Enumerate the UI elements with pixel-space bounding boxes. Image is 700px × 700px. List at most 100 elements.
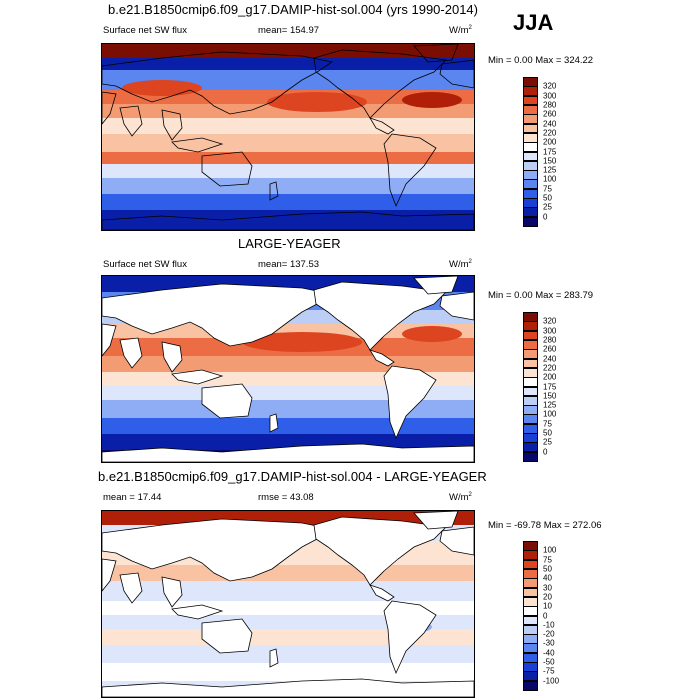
panel1-variable-label: Surface net SW flux [103, 25, 187, 36]
panel3-colorbar-label: -20 [543, 629, 555, 639]
panel2-colorbar-box [523, 377, 538, 387]
panel3-coastline-samerica [383, 600, 437, 675]
panel2-colorbar-box [523, 451, 538, 462]
panel3-colorbar-box [523, 634, 538, 644]
panel3-colorbar-label: -30 [543, 638, 555, 648]
panel2-coastline-africa [102, 323, 117, 357]
panel1-colorbar-box [523, 151, 538, 162]
panel3-title: b.e21.B1850cmip6.f09_g17.DAMIP-hist-sol.… [98, 469, 487, 484]
panel3-colorbar-box [523, 624, 538, 635]
panel2-map [101, 275, 475, 463]
panel3-coastline-eurasia [102, 518, 334, 582]
panel3-colorbar-box [523, 662, 538, 672]
panel1-colorbar-box [523, 179, 538, 190]
panel1-colorbar-label: 320 [543, 81, 557, 91]
panel1-colorbar-box [523, 132, 538, 143]
panel1-colorbar-label: 300 [543, 91, 557, 101]
panel1-colorbar-label: 75 [543, 184, 552, 194]
panel3-colorbar-label: 20 [543, 592, 552, 602]
panel2-coastline-samerica [383, 365, 437, 440]
panel3-colorbar-box [523, 652, 538, 663]
panel2-colorbar: 0 25 50 75 100 125 150 175 200 220 240 260 280 300 320 [523, 312, 583, 462]
panel1-coastline-australia [201, 151, 253, 187]
panel3-field-band [102, 663, 474, 681]
panel2-colorbar-label: 220 [543, 363, 557, 373]
panel2-colorbar-box [523, 414, 538, 425]
panel1-colorbar-label: 100 [543, 174, 557, 184]
panel3-units: W/m2 [449, 492, 472, 504]
panel3-colorbar-box [523, 541, 538, 551]
panel1-coastline-nz [269, 181, 279, 201]
panel1-colorbar-label: 280 [543, 100, 557, 110]
panel3-coastline-india [119, 572, 143, 604]
panel3-colorbar-label: 50 [543, 564, 552, 574]
panel1-coastline-namerica [313, 49, 447, 119]
panel2-colorbar-box [523, 405, 538, 415]
panel3-colorbar-label: -75 [543, 666, 555, 676]
panel3-colorbar: -100 -75 -50 -40 -30 -20 -10 0 10 20 30 40 50 75 100 [523, 541, 583, 691]
panel1-colorbar-box [523, 207, 538, 218]
panel1-colorbar-box [523, 188, 538, 199]
panel2-colorbar-box [523, 433, 538, 443]
panel2-colorbar-box [523, 423, 538, 434]
panel2-title: LARGE-YEAGER [238, 236, 341, 251]
panel2-coastline-greenland [413, 276, 459, 295]
panel1-colorbar-label: 125 [543, 165, 557, 175]
panel2-colorbar-box [523, 367, 538, 378]
panel2-minmax: Min = 0.00 Max = 283.79 [488, 290, 594, 301]
season-label: JJA [513, 10, 554, 35]
panel1-colorbar-box [523, 142, 538, 152]
panel1-map [101, 43, 475, 231]
panel3-colorbar-label: -100 [543, 676, 560, 686]
panel3-colorbar-box [523, 596, 538, 607]
panel3-coastline-camerica [369, 584, 395, 602]
panel3-colorbar-label: 0 [543, 611, 548, 620]
panel3-coastline-europe [439, 526, 474, 556]
panel3-colorbar-label: -50 [543, 657, 555, 667]
panel2-coastline-india [119, 337, 143, 369]
panel2-field-hotspot [242, 332, 362, 352]
panel1-coastline-india [119, 105, 143, 137]
panel1-colorbar-box [523, 104, 538, 115]
panel3-colorbar-label: 100 [543, 545, 557, 555]
panel2-field-hotspot [402, 326, 462, 342]
panel1-colorbar-box [523, 198, 538, 208]
panel3-colorbar-box [523, 671, 538, 682]
panel2-colorbar-label: 300 [543, 326, 557, 336]
panel1-colorbar-label: 150 [543, 156, 557, 166]
panel2-colorbar-label: 75 [543, 419, 552, 429]
panel1-coastline-samerica [383, 133, 437, 208]
panel1-coastline-eurasia [102, 51, 334, 115]
panel2-colorbar-label: 100 [543, 409, 557, 419]
panel2-coastline-seasia [161, 341, 183, 373]
panel3-colorbar-box [523, 680, 538, 691]
panel3-colorbar-label: 30 [543, 583, 552, 593]
panel1-coastline-europe [439, 59, 474, 89]
panel2-variable-label: Surface net SW flux [103, 259, 187, 270]
panel2-colorbar-box [523, 321, 538, 332]
panel3-colorbar-label: 75 [543, 555, 552, 565]
panel2-coastline-indonesia [171, 369, 224, 385]
panel2-coastline-antarctica [102, 443, 474, 462]
panel3-field-band [102, 629, 474, 645]
panel2-colorbar-label: 320 [543, 316, 557, 326]
panel3-colorbar-box [523, 559, 538, 570]
panel3-coastline-australia [201, 618, 253, 654]
panel2-mean-label: mean= 137.53 [258, 259, 320, 270]
panel1-field-band [102, 134, 474, 152]
panel2-field-band [102, 418, 474, 434]
panel2-colorbar-box [523, 442, 538, 453]
panel3-coastline-nz [269, 648, 279, 668]
panel1-colorbar-box [523, 216, 538, 227]
panel2-colorbar-box [523, 386, 538, 397]
panel2-colorbar-box [523, 330, 538, 341]
panel2-colorbar-label: 150 [543, 391, 557, 401]
panel1-field-band [102, 118, 474, 134]
panel1-field-band [102, 194, 474, 210]
panel1-field-hotspot [267, 92, 367, 112]
panel1-field-band [102, 152, 474, 164]
panel2-colorbar-label: 125 [543, 400, 557, 410]
panel1-minmax: Min = 0.00 Max = 324.22 [488, 55, 594, 66]
panel1-coastline-africa [102, 91, 117, 125]
panel1-colorbar-label: 240 [543, 119, 557, 129]
